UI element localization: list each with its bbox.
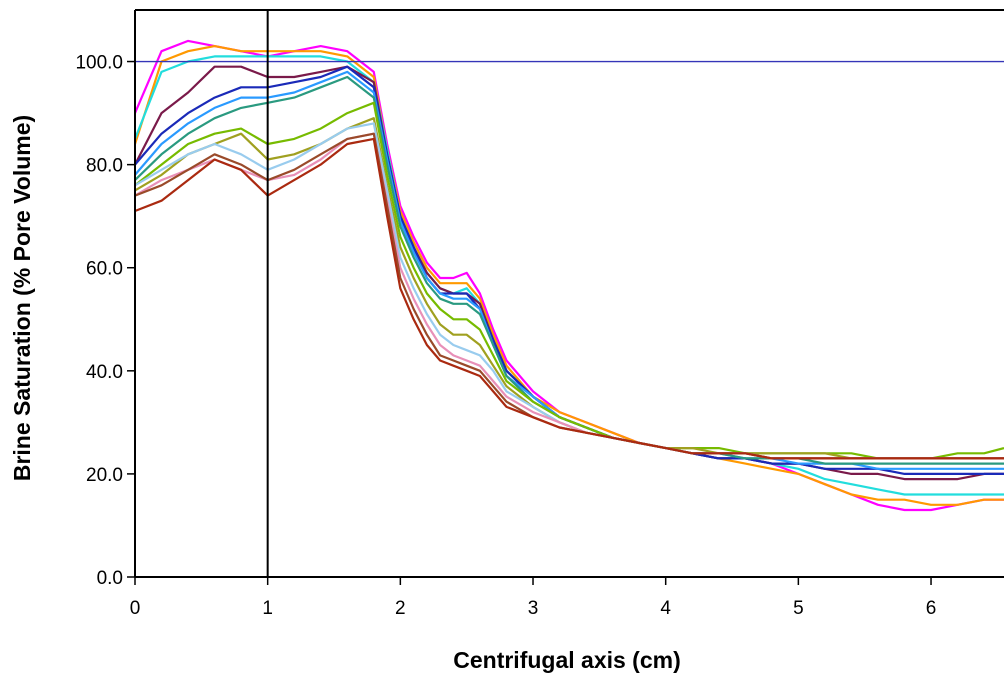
series-line-8 [134, 101, 1004, 460]
series-line-6 [134, 70, 1004, 470]
x-tick-label: 4 [660, 598, 671, 619]
y-tick-label: 100.0 [75, 53, 123, 74]
series-line-12 [134, 132, 1004, 460]
series-line-1 [133, 39, 1004, 512]
x-tick-label: 6 [926, 598, 937, 619]
y-tick-label: 60.0 [86, 259, 123, 280]
y-axis-title: Brine Saturation (% Pore Volume) [9, 115, 35, 481]
series-line-7 [134, 75, 1004, 465]
y-tick-label: 40.0 [86, 362, 123, 383]
y-tick-label: 0.0 [97, 568, 123, 589]
y-tick-label: 80.0 [86, 156, 123, 177]
x-tick-label: 0 [130, 598, 141, 619]
x-tick-label: 5 [793, 598, 804, 619]
series-line-5 [134, 65, 1004, 475]
reference-lines [135, 10, 1004, 577]
series-line-2 [133, 44, 1004, 506]
series-line-10 [134, 122, 1004, 460]
x-tick-label: 2 [395, 598, 406, 619]
x-axis-title: Centrifugal axis (cm) [453, 647, 681, 673]
axes [134, 9, 1004, 578]
series-line-11 [134, 132, 1004, 460]
series-line-13 [134, 137, 1004, 460]
x-tick-label: 3 [528, 598, 539, 619]
series-lines [133, 39, 1004, 512]
series-line-9 [134, 117, 1004, 460]
y-tick-label: 20.0 [86, 465, 123, 486]
x-tick-label: 1 [262, 598, 273, 619]
series-line-4 [134, 65, 1004, 481]
